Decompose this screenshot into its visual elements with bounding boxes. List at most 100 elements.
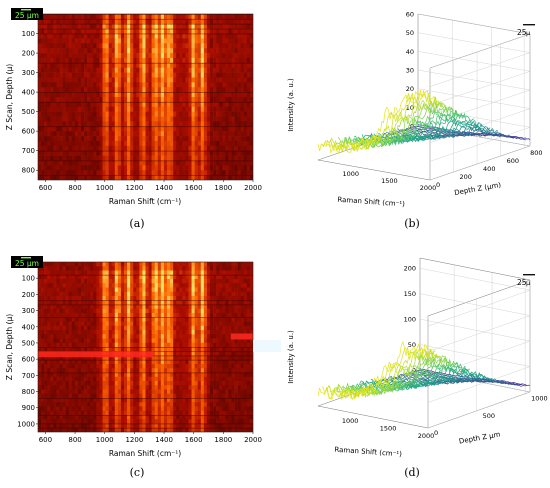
heatmap-cell [44,38,47,43]
heatmap-cell [192,407,195,412]
heatmap-cell [235,97,238,102]
heatmap-cell [60,73,63,78]
heatmap-cell [176,117,179,122]
heatmap-cell [90,266,93,271]
heatmap-cell [173,330,176,335]
heatmap-cell [96,381,99,386]
heatmap-cell [185,394,188,399]
heatmap-cell [152,381,155,386]
heatmap-cell [146,262,149,267]
heatmap-cell [170,334,173,339]
heatmap-cell [50,87,53,92]
heatmap-cell [213,271,216,276]
heatmap-cell [195,131,198,136]
heatmap-cell [60,121,63,126]
heatmap-cell [185,381,188,386]
heatmap-cell [41,326,44,331]
heatmap-cell [238,112,241,117]
heatmap-cell [84,385,87,390]
heatmap-cell [103,170,106,175]
heatmap-cell [222,313,225,318]
heatmap-cell [182,394,185,399]
heatmap-cell [204,309,207,314]
heatmap-cell [152,38,155,43]
heatmap-cell [112,385,115,390]
heatmap-cell [127,266,130,271]
heatmap-cell [173,136,176,141]
heatmap-cell [50,73,53,78]
heatmap-cell [241,48,244,53]
heatmap-cell [222,73,225,78]
heatmap-cell [189,394,192,399]
heatmap-cell [112,326,115,331]
heatmap-cell [121,146,124,151]
heatmap-cell [142,107,145,112]
heatmap-cell [69,87,72,92]
heatmap-cell [238,141,241,146]
heatmap-cell [210,73,213,78]
heatmap-cell [195,68,198,73]
heatmap-cell [146,136,149,141]
heatmap-cell [155,131,158,136]
heatmap-cell [139,381,142,386]
heatmap-cell [179,292,182,297]
heatmap-cell [118,390,121,395]
heatmap-cell [176,87,179,92]
heatmap-cell [41,313,44,318]
heatmap-cell [72,97,75,102]
heatmap-cell [158,53,161,58]
heatmap-cell [201,368,204,373]
heatmap-cell [93,334,96,339]
heatmap-cell [216,271,219,276]
x-tick-label: 1800 [214,184,232,192]
heatmap-cell [99,411,102,416]
heatmap-cell [164,97,167,102]
heatmap-cell [232,407,235,412]
heatmap-cell [112,339,115,344]
heatmap-cell [222,296,225,301]
heatmap-cell [96,107,99,112]
heatmap-cell [81,407,84,412]
heatmap-cell [164,53,167,58]
heatmap-cell [63,330,66,335]
heatmap-cell [232,262,235,267]
heatmap-cell [133,53,136,58]
heatmap-cell [222,53,225,58]
heatmap-cell [210,279,213,284]
heatmap-cell [72,141,75,146]
heatmap-cell [149,141,152,146]
heatmap-cell [103,381,106,386]
heatmap-cell [66,170,69,175]
heatmap-cell [136,82,139,87]
heatmap-cell [235,381,238,386]
heatmap-cell [238,385,241,390]
heatmap-cell [69,326,72,331]
heatmap-cell [50,377,53,382]
heatmap-cell [216,112,219,117]
y-tick-label: 600 [507,157,519,165]
heatmap-cell [96,97,99,102]
heatmap-cell [87,68,90,73]
heatmap-cell [219,170,222,175]
heatmap-cell [176,68,179,73]
heatmap-cell [115,146,118,151]
heatmap-cell [115,170,118,175]
heatmap-cell [228,121,231,126]
heatmap-cell [167,131,170,136]
heatmap-cell [201,309,204,314]
heatmap-cell [106,121,109,126]
heatmap-cell [56,322,59,327]
heatmap-cell [238,82,241,87]
heatmap-cell [66,97,69,102]
heatmap-cell [204,283,207,288]
heatmap-cell [121,87,124,92]
z-tick-label: 60 [406,11,414,19]
heatmap-cell [173,407,176,412]
heatmap-cell [167,313,170,318]
heatmap-cell [66,288,69,293]
heatmap-cell [176,313,179,318]
heatmap-cell [87,326,90,331]
scan-line [38,317,253,318]
heatmap-cell [195,271,198,276]
heatmap-cell [179,339,182,344]
